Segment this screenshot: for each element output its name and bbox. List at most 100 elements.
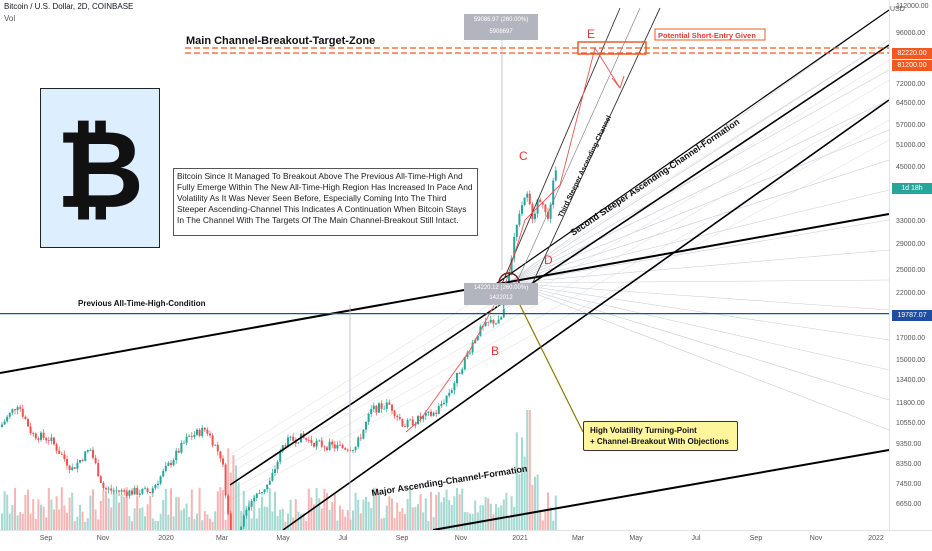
volume-bar xyxy=(417,504,419,530)
volume-bar xyxy=(118,502,120,530)
volume-bar xyxy=(510,496,513,530)
volume-bar xyxy=(157,520,159,530)
volume-bar xyxy=(388,496,391,530)
volume-bar xyxy=(216,491,219,530)
volume-bar xyxy=(45,517,48,530)
y-tick-label: 64500.00 xyxy=(896,100,926,108)
volume-bar xyxy=(466,512,469,530)
volume-bar xyxy=(313,504,315,530)
candle-body xyxy=(29,426,32,434)
candle-body xyxy=(463,357,466,370)
volume-bar xyxy=(333,492,336,530)
volume-bar xyxy=(344,516,347,530)
volume-bar xyxy=(471,513,474,530)
analysis-text: Bitcoin Since It Managed To Breakout Abo… xyxy=(173,168,478,236)
candle-body xyxy=(151,488,154,494)
volume-bar xyxy=(339,505,341,530)
volume-bar xyxy=(131,521,133,530)
x-tick-label: Jul xyxy=(691,535,701,542)
candle-body xyxy=(245,509,248,516)
volume-bar xyxy=(55,496,58,530)
currency-label: USD xyxy=(890,6,905,13)
volume-bar xyxy=(196,513,198,530)
candle-body xyxy=(341,444,344,449)
volume-bar xyxy=(203,511,206,530)
volume-bar xyxy=(443,497,445,530)
volume-bar xyxy=(172,516,175,530)
volume-bar xyxy=(378,494,380,530)
candle-body xyxy=(24,416,27,420)
volume-bar xyxy=(170,488,172,530)
volume-bar xyxy=(258,508,261,530)
candle-body xyxy=(183,442,185,444)
candle-body xyxy=(547,212,549,219)
candle-body xyxy=(164,465,167,471)
volume-bar xyxy=(401,508,404,530)
volume-bar xyxy=(404,514,406,530)
fan-line xyxy=(507,159,890,284)
volume-bar xyxy=(396,502,399,530)
candle-body xyxy=(534,213,536,220)
candle-body xyxy=(115,490,118,492)
volume-bar xyxy=(448,500,451,530)
volume-bar xyxy=(94,509,97,530)
candle-body xyxy=(258,493,261,494)
short-entry-label xyxy=(654,28,766,41)
candle-body xyxy=(378,403,380,413)
time-axis[interactable]: Sep Nov 2020 Mar May Jul Sep Nov 2021 Mar May Jul Se… xyxy=(0,530,932,551)
candle-body xyxy=(177,450,180,453)
candle-body xyxy=(196,429,198,435)
y-tick-label: 25000.00 xyxy=(896,267,926,275)
candle-body xyxy=(515,224,518,237)
candle-body xyxy=(276,461,279,470)
turning-point-callout: High Volatility Turning-Point + Channel-… xyxy=(583,421,738,451)
x-tick-label: 2021 xyxy=(512,535,528,542)
x-tick-label: Nov xyxy=(454,535,468,542)
candle-body xyxy=(385,402,388,409)
candle-body xyxy=(489,319,492,323)
volume-bar xyxy=(526,410,529,530)
candle-body xyxy=(380,403,383,409)
volume-bar xyxy=(128,516,131,530)
y-tick-label: 72000.00 xyxy=(896,80,926,88)
candle-body xyxy=(487,321,490,323)
volume-bar xyxy=(482,505,484,530)
volume-bar xyxy=(383,517,386,530)
bitcoin-logo-box: ₿ xyxy=(40,88,160,248)
candle-body xyxy=(292,436,295,441)
price-label: 1d 18h xyxy=(892,183,932,194)
fan-line xyxy=(507,249,890,284)
candle-body xyxy=(411,419,414,426)
candle-body xyxy=(222,458,224,465)
volume-bar xyxy=(323,488,326,530)
channel-line xyxy=(511,7,641,294)
candle-body xyxy=(435,412,438,414)
volume-bar xyxy=(445,489,448,530)
volume-bar xyxy=(248,500,250,530)
x-tick-label: Nov xyxy=(809,535,823,542)
volume-bar xyxy=(11,504,14,530)
candle-body xyxy=(128,490,131,496)
volume-bar xyxy=(261,496,263,530)
volume-bar xyxy=(318,498,321,530)
volume-bar xyxy=(1,513,3,530)
candle-body xyxy=(414,424,417,426)
candle-body xyxy=(188,435,191,437)
candle-body xyxy=(162,470,165,477)
volume-bar xyxy=(432,517,435,530)
point-letter-e: E xyxy=(587,27,595,41)
volume-bar xyxy=(151,518,154,530)
candle-body xyxy=(492,319,495,324)
volume-bar xyxy=(144,516,146,530)
volume-bar xyxy=(112,489,115,530)
volume-bar xyxy=(76,516,79,530)
volume-bar xyxy=(149,496,152,530)
candle-body xyxy=(60,453,63,455)
price-axis[interactable]: 112000.0096000.0084000.0072000.0064500.0… xyxy=(889,0,932,530)
volume-bar xyxy=(528,410,531,530)
fan-line xyxy=(229,79,890,474)
fan-line xyxy=(507,282,890,341)
candle-body xyxy=(154,484,157,489)
volume-bar xyxy=(453,496,456,530)
